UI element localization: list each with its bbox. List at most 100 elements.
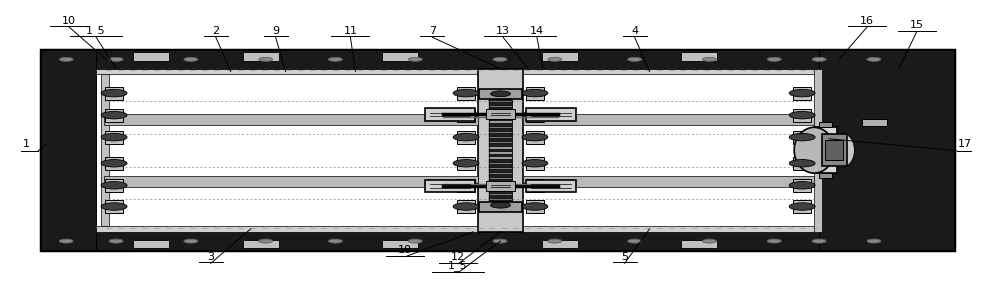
Bar xyxy=(479,202,522,212)
Bar xyxy=(457,157,475,170)
Bar xyxy=(819,69,822,232)
Circle shape xyxy=(548,57,562,61)
Bar xyxy=(478,69,523,232)
Text: 7: 7 xyxy=(429,26,436,36)
Text: 4: 4 xyxy=(631,26,638,36)
Bar xyxy=(489,112,512,116)
Text: 2: 2 xyxy=(212,26,219,36)
Bar xyxy=(243,240,279,248)
Circle shape xyxy=(867,239,881,243)
Text: 17: 17 xyxy=(958,140,972,149)
Bar xyxy=(793,200,811,213)
Circle shape xyxy=(184,239,198,243)
Circle shape xyxy=(259,57,273,61)
Bar xyxy=(862,119,887,126)
Circle shape xyxy=(789,181,815,189)
Circle shape xyxy=(522,160,548,167)
Bar xyxy=(489,169,512,173)
Circle shape xyxy=(101,112,127,119)
Circle shape xyxy=(328,239,342,243)
Circle shape xyxy=(59,57,73,61)
Bar xyxy=(489,107,512,111)
Circle shape xyxy=(789,112,815,119)
Circle shape xyxy=(259,239,273,243)
Text: 13: 13 xyxy=(496,26,510,36)
Bar xyxy=(41,50,96,250)
Bar xyxy=(96,226,819,232)
Circle shape xyxy=(812,57,826,61)
Circle shape xyxy=(109,239,123,243)
Bar xyxy=(133,240,169,248)
Bar xyxy=(542,240,578,248)
Bar xyxy=(457,179,475,192)
Bar xyxy=(523,175,814,187)
Circle shape xyxy=(493,57,507,61)
Bar xyxy=(486,109,515,119)
Circle shape xyxy=(522,181,548,189)
Bar xyxy=(41,50,954,250)
Bar xyxy=(101,74,109,226)
Bar xyxy=(457,200,475,213)
Bar xyxy=(489,92,512,96)
Text: 12: 12 xyxy=(451,252,465,262)
Bar xyxy=(542,52,578,61)
Bar xyxy=(681,52,717,61)
Circle shape xyxy=(491,202,510,208)
Circle shape xyxy=(522,203,548,210)
Bar xyxy=(819,50,954,250)
Circle shape xyxy=(453,160,479,167)
Bar xyxy=(526,108,576,121)
Circle shape xyxy=(628,57,642,61)
Bar xyxy=(681,240,717,248)
Bar xyxy=(526,131,544,144)
Bar xyxy=(489,143,512,147)
Bar xyxy=(382,240,418,248)
Circle shape xyxy=(702,57,716,61)
Text: 3: 3 xyxy=(207,252,214,262)
Bar xyxy=(526,109,544,122)
Bar xyxy=(104,114,478,125)
Bar xyxy=(489,185,512,188)
Bar xyxy=(489,174,512,178)
Circle shape xyxy=(789,134,815,141)
Circle shape xyxy=(101,160,127,167)
Circle shape xyxy=(453,112,479,119)
Text: 1: 1 xyxy=(23,140,30,149)
Circle shape xyxy=(328,57,342,61)
Bar xyxy=(105,131,123,144)
Bar xyxy=(793,109,811,122)
Bar xyxy=(457,87,475,100)
Bar xyxy=(104,175,478,187)
Bar xyxy=(793,131,811,144)
Bar xyxy=(489,190,512,194)
Bar xyxy=(243,52,279,61)
Bar xyxy=(486,181,515,191)
Text: 16: 16 xyxy=(860,16,874,26)
Circle shape xyxy=(101,203,127,210)
Circle shape xyxy=(812,239,826,243)
Circle shape xyxy=(628,239,642,243)
Bar xyxy=(489,205,512,209)
Circle shape xyxy=(101,134,127,141)
Text: 14: 14 xyxy=(530,26,544,36)
Text: 10: 10 xyxy=(398,245,412,255)
Text: 1_5: 1_5 xyxy=(86,25,106,36)
Circle shape xyxy=(101,181,127,189)
Bar xyxy=(457,109,475,122)
Text: 1_5: 1_5 xyxy=(448,260,468,271)
Bar xyxy=(96,69,819,74)
Ellipse shape xyxy=(830,133,855,167)
Circle shape xyxy=(453,203,479,210)
Bar xyxy=(479,89,522,99)
Circle shape xyxy=(453,181,479,189)
Bar xyxy=(489,195,512,199)
Bar xyxy=(489,154,512,158)
Bar xyxy=(105,200,123,213)
Bar xyxy=(793,179,811,192)
Bar xyxy=(489,128,512,132)
Bar xyxy=(526,200,544,213)
Circle shape xyxy=(522,89,548,97)
Circle shape xyxy=(453,134,479,141)
Bar xyxy=(814,69,822,232)
Text: 15: 15 xyxy=(910,20,924,30)
